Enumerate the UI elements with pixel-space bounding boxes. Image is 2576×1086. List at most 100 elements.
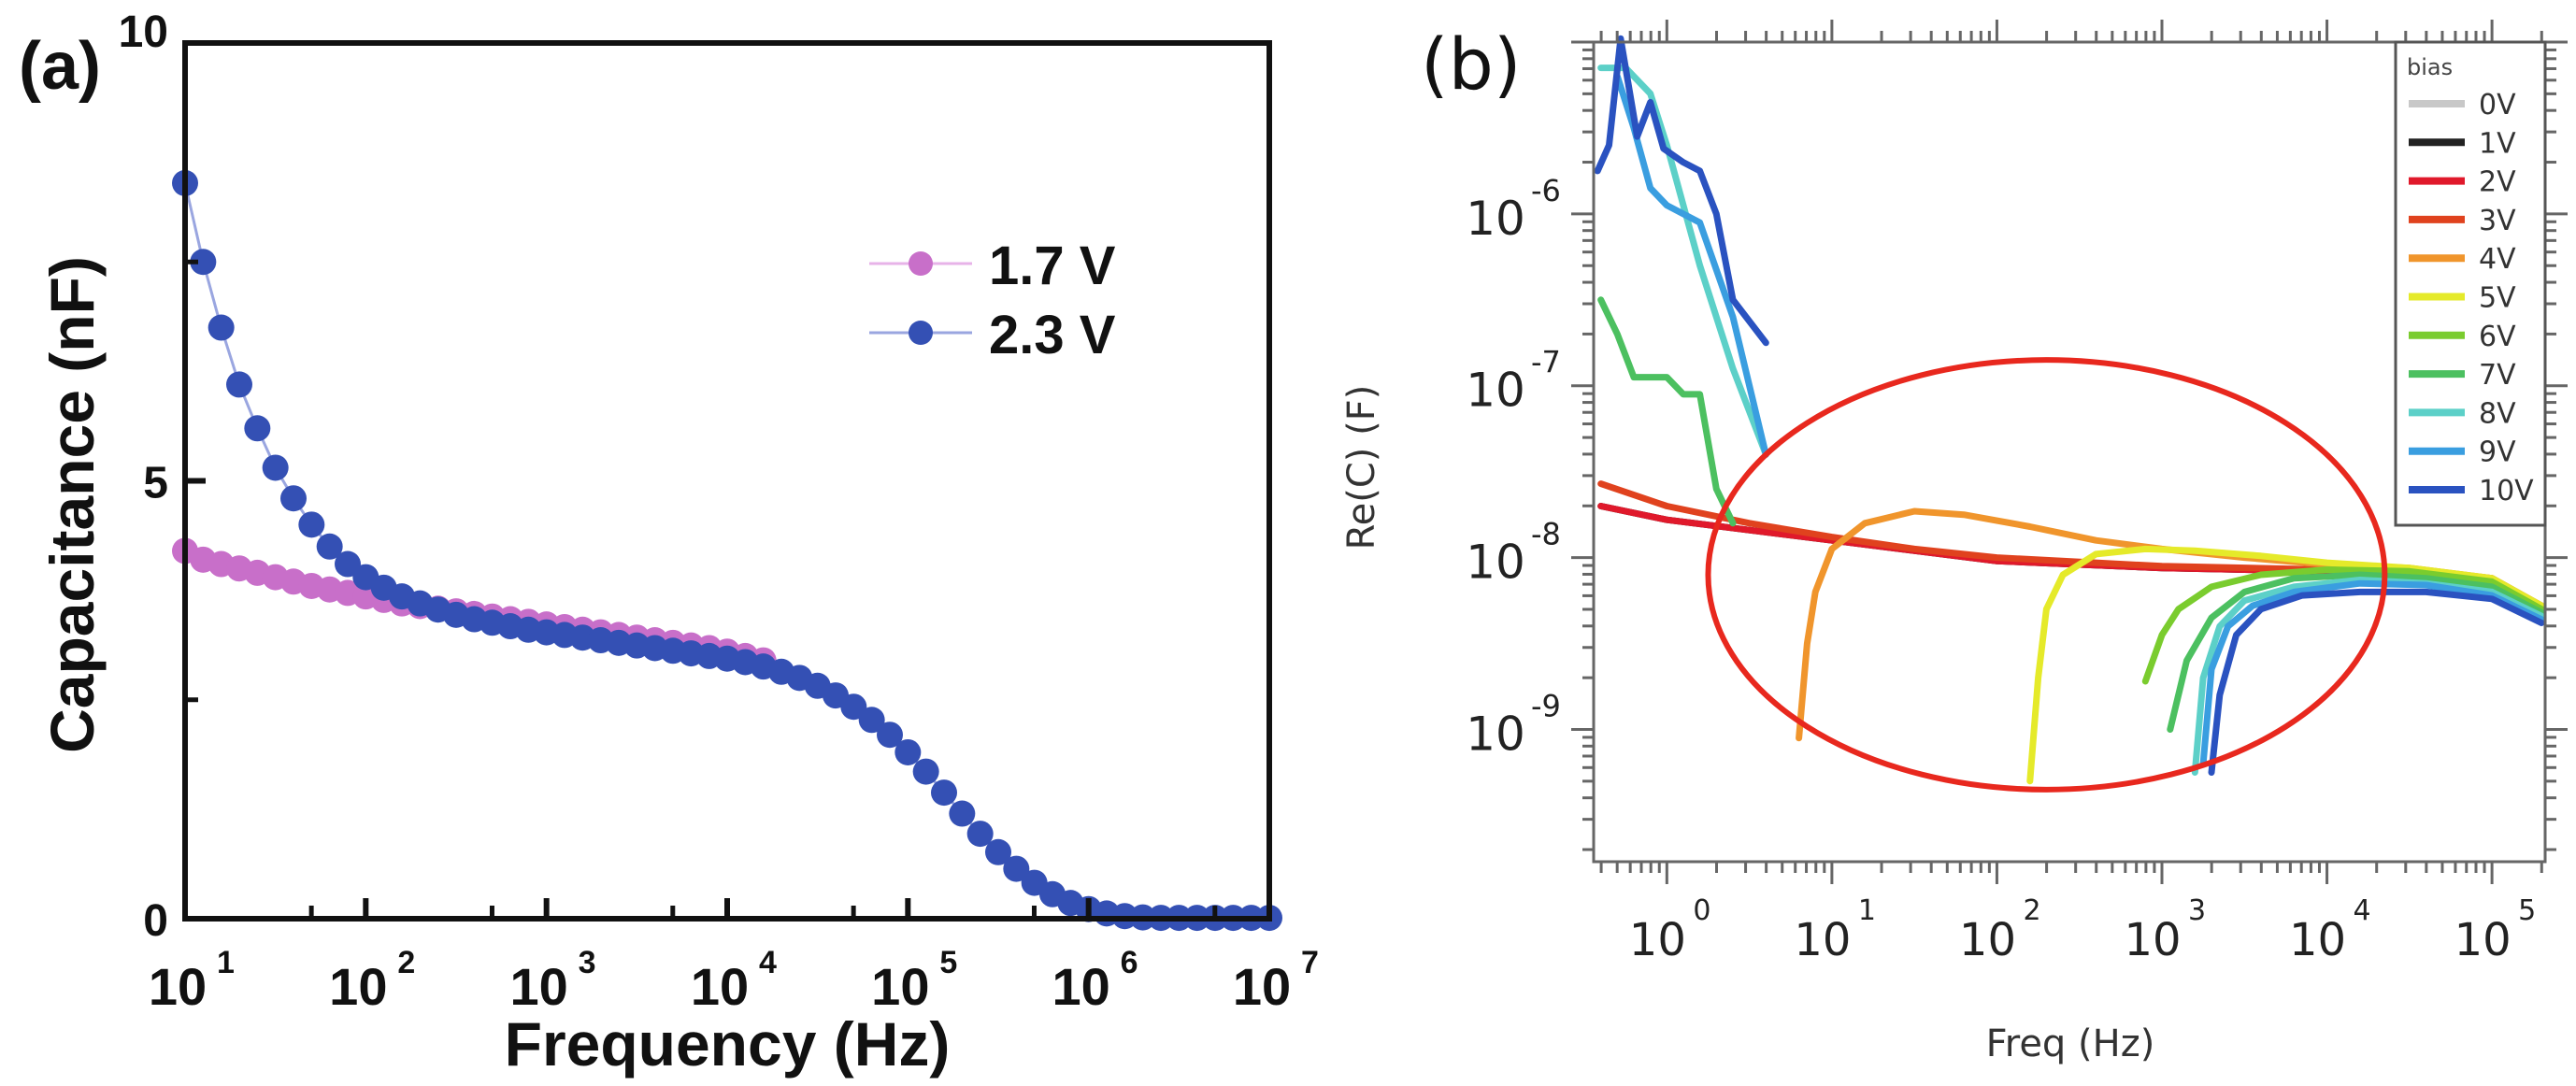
legend-entry: 1V: [2409, 127, 2516, 160]
y-tick-label: 0: [143, 896, 168, 946]
panel-a-y-axis-label: Capacitance (nF): [37, 256, 107, 753]
panel-b-y-ticks: 10-610-710-810-9: [1466, 40, 2568, 851]
panel-b-y-axis-label: Re(C) (F): [1340, 385, 1383, 550]
series-5V: [2026, 545, 2545, 785]
legend-title: bias: [2407, 54, 2453, 80]
data-point: [226, 371, 252, 398]
legend-label: 9V: [2479, 436, 2516, 469]
x-tick-exponent: 4: [759, 945, 777, 980]
legend-label: 2V: [2479, 166, 2516, 199]
legend-label: 8V: [2479, 397, 2516, 430]
data-point: [316, 533, 343, 560]
legend-entry: 2.3 V: [869, 305, 1116, 365]
y-tick-exponent: -9: [1531, 688, 1561, 723]
x-tick-exponent: 0: [1693, 894, 1710, 927]
x-tick-label: 10: [149, 957, 207, 1016]
series-7V: [1597, 296, 2545, 733]
panel-a-frame: [182, 40, 1272, 922]
panel-b-highlight-ellipse: [1705, 357, 2388, 793]
data-point: [840, 693, 867, 721]
series-line: [2199, 579, 2545, 767]
panel-a-label: (a): [19, 29, 101, 104]
data-point: [208, 314, 235, 341]
data-point: [985, 838, 1011, 865]
legend-label: 0V: [2479, 89, 2516, 121]
series-line: [2167, 571, 2545, 733]
series-line: [2208, 588, 2545, 776]
x-tick-exponent: 6: [1121, 945, 1138, 980]
series-line: [1594, 35, 1769, 347]
legend-box: [2394, 40, 2547, 527]
legend-label: 10V: [2479, 475, 2534, 507]
x-tick-label: 10: [871, 957, 929, 1016]
x-tick-exponent: 2: [2023, 894, 2040, 927]
data-point: [912, 758, 939, 785]
series-10V: [1594, 35, 2545, 776]
x-tick-label: 10: [510, 957, 568, 1016]
x-tick-label: 10: [329, 957, 387, 1016]
data-point: [244, 415, 271, 442]
legend-label: 2.3 V: [989, 305, 1116, 365]
data-point: [858, 707, 885, 734]
x-tick-label: 10: [1629, 914, 1686, 966]
panel-a-x-axis-label: Frequency (Hz): [505, 1009, 951, 1079]
data-point: [298, 511, 325, 538]
x-tick-label: 10: [2454, 914, 2512, 966]
x-tick-exponent: 1: [217, 945, 235, 980]
panel-b-legend: bias 0V 1V 2V 3V 4V 5V 6V 7V 8V 9V 10V: [2394, 40, 2547, 527]
panel-a-legend: 1.7 V 2.3 V: [869, 236, 1116, 365]
data-point: [335, 550, 361, 578]
legend-label: 4V: [2479, 243, 2516, 276]
legend-label: 1.7 V: [989, 236, 1116, 296]
series-2_3-V: [172, 169, 1282, 932]
y-tick-label: 10: [1466, 707, 1525, 761]
x-tick-label: 10: [2289, 914, 2346, 966]
panel-a-series: [172, 169, 1282, 932]
y-tick-exponent: -7: [1531, 345, 1561, 380]
series-line: [2141, 566, 2545, 685]
y-tick-label: 10: [1466, 364, 1525, 418]
panel-b-label: (b): [1421, 22, 1522, 106]
series-6V: [2141, 566, 2545, 685]
x-tick-label: 10: [2124, 914, 2181, 966]
x-tick-label: 10: [1052, 957, 1110, 1016]
legend-entry: 5V: [2409, 282, 2516, 315]
x-tick-label: 10: [1794, 914, 1851, 966]
data-point: [877, 722, 903, 749]
y-tick-exponent: -6: [1531, 173, 1561, 208]
x-tick-exponent: 1: [1858, 894, 1876, 927]
panel-b-x-axis-label: Freq (Hz): [1986, 1022, 2155, 1065]
panel-a-y-ticks: 0 5 10: [119, 7, 206, 946]
y-tick-label: 10: [1466, 536, 1525, 590]
legend-entry: 2V: [2409, 166, 2516, 199]
x-tick-exponent: 5: [939, 945, 957, 980]
y-tick-label: 10: [119, 7, 168, 57]
legend-entry: 6V: [2409, 321, 2516, 353]
legend-entry: 4V: [2409, 243, 2516, 276]
data-point: [894, 738, 922, 765]
legend-marker: [909, 321, 933, 345]
data-point: [1003, 855, 1030, 882]
panel-a-x-ticks: 10 1 10 2 10 3 10 4 10 5 10 6 10 7: [149, 898, 1319, 1016]
legend-marker: [909, 251, 933, 276]
data-point: [262, 454, 289, 481]
legend-entry: 7V: [2409, 359, 2516, 392]
data-point: [966, 821, 994, 848]
y-tick-label: 10: [1466, 192, 1525, 246]
legend-entry: 0V: [2409, 89, 2516, 121]
legend-label: 7V: [2479, 359, 2516, 392]
x-tick-exponent: 5: [2518, 894, 2536, 927]
series-line: [2026, 545, 2545, 785]
y-tick-exponent: -8: [1531, 517, 1561, 552]
legend-entry: 9V: [2409, 436, 2516, 469]
legend-label: 5V: [2479, 282, 2516, 315]
x-tick-label: 10: [1959, 914, 2016, 966]
data-point: [280, 485, 307, 512]
x-tick-exponent: 3: [579, 945, 596, 980]
data-point: [931, 779, 957, 807]
legend-entry: 1.7 V: [869, 236, 1116, 296]
x-tick-exponent: 3: [2188, 894, 2206, 927]
